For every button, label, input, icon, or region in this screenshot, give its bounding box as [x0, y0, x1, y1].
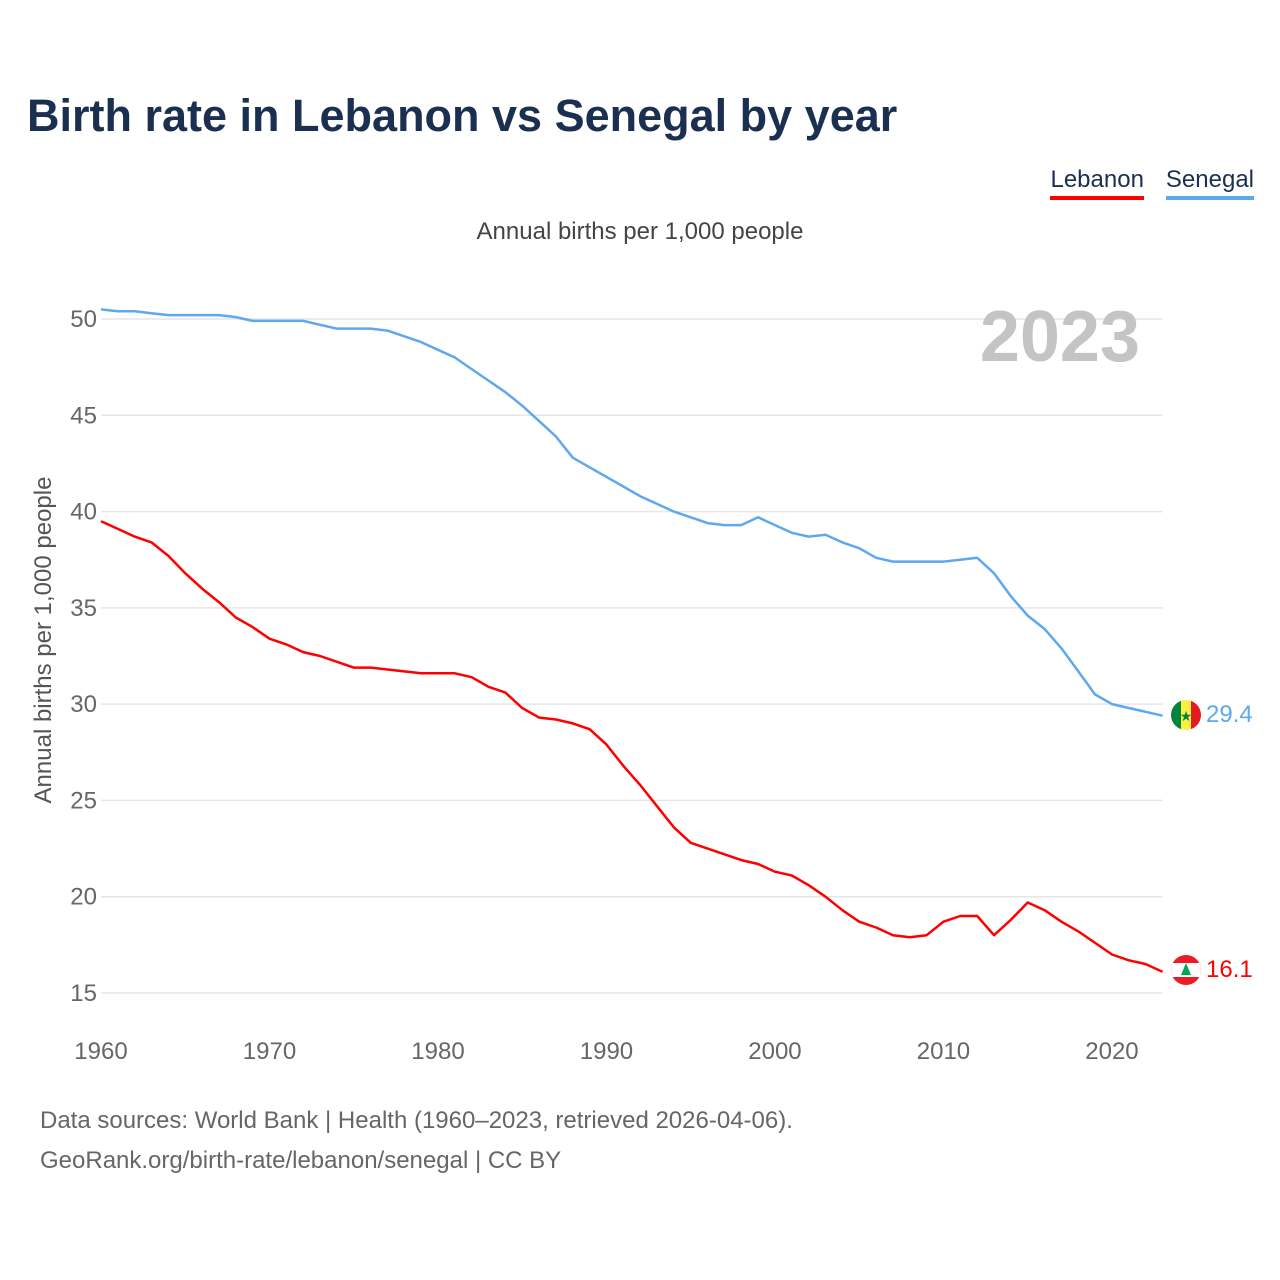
svg-text:★: ★: [1180, 708, 1193, 724]
source-link[interactable]: GeoRank.org/birth-rate/lebanon/senegal |…: [40, 1147, 562, 1174]
y-tick-label: 30: [70, 691, 97, 718]
y-tick-label: 25: [70, 787, 97, 814]
legend-item-senegal[interactable]: Senegal: [1165, 166, 1254, 200]
y-axis-label: Annual births per 1,000 people: [30, 477, 57, 804]
y-tick-label: 50: [70, 306, 97, 333]
lebanon-flag-icon: [1171, 955, 1201, 985]
y-tick-label: 20: [70, 884, 97, 911]
legend-item-lebanon[interactable]: Lebanon: [1050, 166, 1144, 200]
y-tick-label: 45: [70, 402, 97, 429]
x-tick-label: 2010: [917, 1038, 970, 1065]
legend: Lebanon Senegal: [1050, 166, 1254, 200]
x-tick-label: 1960: [74, 1038, 127, 1065]
senegal-end-label: 29.4: [1206, 701, 1253, 728]
source-line: Data sources: World Bank | Health (1960–…: [40, 1107, 793, 1134]
x-tick-label: 1970: [243, 1038, 296, 1065]
y-tick-label: 15: [70, 980, 97, 1007]
x-tick-label: 1980: [411, 1038, 464, 1065]
x-tick-label: 1990: [580, 1038, 633, 1065]
chart-title: Birth rate in Lebanon vs Senegal by year: [27, 90, 898, 141]
x-tick-label: 2020: [1085, 1038, 1138, 1065]
year-watermark: 2023: [980, 297, 1140, 377]
x-tick-label: 2000: [748, 1038, 801, 1065]
chart-subtitle: Annual births per 1,000 people: [476, 218, 804, 245]
lebanon-end-label: 16.1: [1206, 956, 1253, 983]
series-line-senegal: [100, 308, 1163, 717]
y-tick-label: 35: [70, 595, 97, 622]
y-tick-label: 40: [70, 499, 97, 526]
senegal-flag-icon: ★: [1171, 700, 1201, 730]
series-line-lebanon: [100, 520, 1164, 973]
